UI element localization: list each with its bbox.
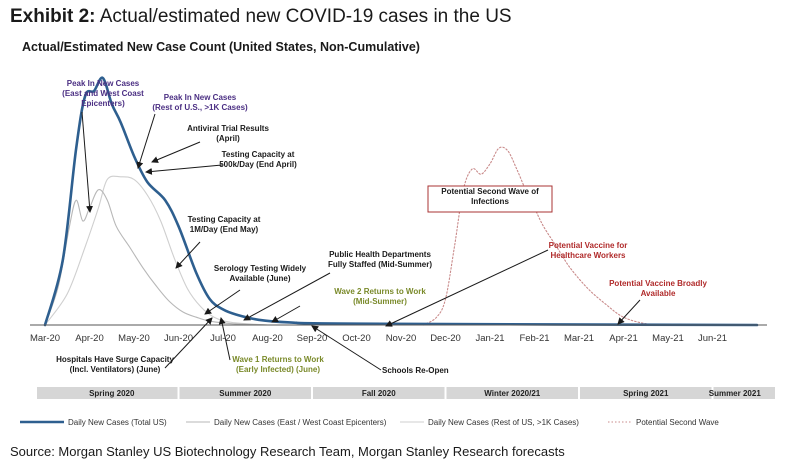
season-label: Spring 2020	[89, 389, 135, 398]
annotation-arrow-testing_1m	[175, 241, 201, 269]
legend-label-east_west: Daily New Cases (East / West Coast Epice…	[214, 418, 387, 427]
annotation-arrow-wave1	[218, 317, 231, 361]
season-label: Fall 2020	[362, 389, 396, 398]
series-line-second_wave	[422, 146, 669, 326]
annotation-schools: Schools Re-Open	[382, 366, 449, 375]
exhibit-label: Exhibit 2:	[10, 6, 96, 27]
annotation-arrow-hospitals	[164, 317, 213, 369]
annotation-serology: Serology Testing Widely Available (June)	[214, 264, 307, 283]
season-label: Summer 2021	[709, 389, 762, 398]
season-label: Winter 2020/21	[484, 389, 541, 398]
x-tick-label: May-21	[652, 333, 684, 344]
x-tick-label: Nov-20	[386, 333, 417, 344]
annotation-second_wave_box: Potential Second Wave of Infections	[441, 187, 539, 206]
annotation-vaccine_hcw: Potential Vaccine for Healthcare Workers	[549, 241, 628, 260]
x-tick-label: Feb-21	[519, 333, 549, 344]
chart-title: Actual/Estimated New Case Count (United …	[22, 40, 420, 54]
x-tick-label: Mar-21	[564, 333, 594, 344]
annotation-arrow-peak_rest	[136, 113, 156, 169]
annotation-arrow-antiviral	[151, 141, 201, 163]
annotation-arrow-vaccine_hcw	[385, 249, 549, 327]
exhibit-title: Actual/estimated new COVID-19 cases in t…	[99, 6, 512, 27]
annotation-testing_500k: Testing Capacity at 500k/Day (End April)	[219, 150, 297, 169]
legend-label-total: Daily New Cases (Total US)	[68, 418, 167, 427]
x-tick-label: Dec-20	[430, 333, 461, 344]
season-band	[37, 387, 775, 399]
annotation-arrow-schools	[311, 325, 382, 371]
annotation-wave2: Wave 2 Returns to Work (Mid-Summer)	[334, 287, 426, 306]
x-tick-label: Oct-20	[342, 333, 371, 344]
series-line-total	[43, 76, 759, 327]
season-label: Summer 2020	[219, 389, 272, 398]
legend-label-rest: Daily New Cases (Rest of US, >1K Cases)	[428, 418, 579, 427]
annotation-antiviral: Antiviral Trial Results (April)	[187, 124, 269, 143]
annotation-vaccine_broad: Potential Vaccine Broadly Available	[609, 279, 707, 298]
x-tick-label: Apr-21	[609, 333, 638, 344]
x-tick-label: Jun-21	[698, 333, 727, 344]
annotation-arrow-peak_east	[81, 111, 94, 213]
annotation-testing_1m: Testing Capacity at 1M/Day (End May)	[188, 215, 261, 234]
season-label: Spring 2021	[623, 389, 669, 398]
second-wave-callout-box	[427, 185, 553, 213]
x-tick-label: Sep-20	[297, 333, 328, 344]
annotation-arrow-wave2	[271, 305, 301, 323]
x-tick-label: Jun-20	[164, 333, 193, 344]
x-tick-label: May-20	[118, 333, 150, 344]
x-tick-label: Apr-20	[75, 333, 104, 344]
annotation-peak_east: Peak In New Cases (East and West Coast Epi…	[62, 79, 144, 108]
x-tick-label: Jul-20	[210, 333, 236, 344]
x-tick-label: Jan-21	[475, 333, 504, 344]
annotation-arrow-serology	[204, 289, 241, 315]
x-tick-label: Mar-20	[30, 333, 60, 344]
exhibit-heading: Exhibit 2: Actual/estimated new COVID-19…	[10, 6, 512, 28]
annotation-peak_rest: Peak In New Cases (Rest of U.S., >1K Case…	[152, 93, 248, 112]
annotation-arrow-public_health	[243, 272, 331, 321]
annotation-arrow-testing_500k	[145, 164, 223, 175]
annotation-hospitals: Hospitals Have Surge Capacity (Incl. Vent…	[56, 355, 174, 374]
annotation-arrow-vaccine_broad	[617, 299, 641, 325]
source-note: Source: Morgan Stanley US Biotechnology …	[10, 444, 565, 459]
annotation-public_health: Public Health Departments Fully Staffed (…	[328, 250, 432, 269]
x-tick-label: Aug-20	[252, 333, 283, 344]
series-line-east_west	[44, 189, 269, 326]
legend-label-second_wave: Potential Second Wave	[636, 418, 719, 427]
annotation-wave1: Wave 1 Returns to Work (Early Infected) (…	[232, 355, 324, 374]
series-line-rest	[44, 175, 269, 326]
